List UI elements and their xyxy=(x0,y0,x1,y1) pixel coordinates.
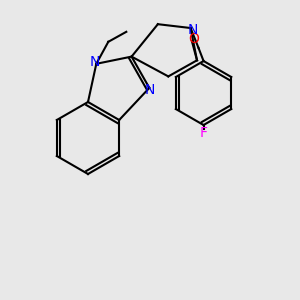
Text: N: N xyxy=(90,55,101,69)
Text: F: F xyxy=(200,126,208,140)
Text: N: N xyxy=(188,23,198,37)
Text: O: O xyxy=(188,32,199,46)
Text: N: N xyxy=(144,83,154,97)
